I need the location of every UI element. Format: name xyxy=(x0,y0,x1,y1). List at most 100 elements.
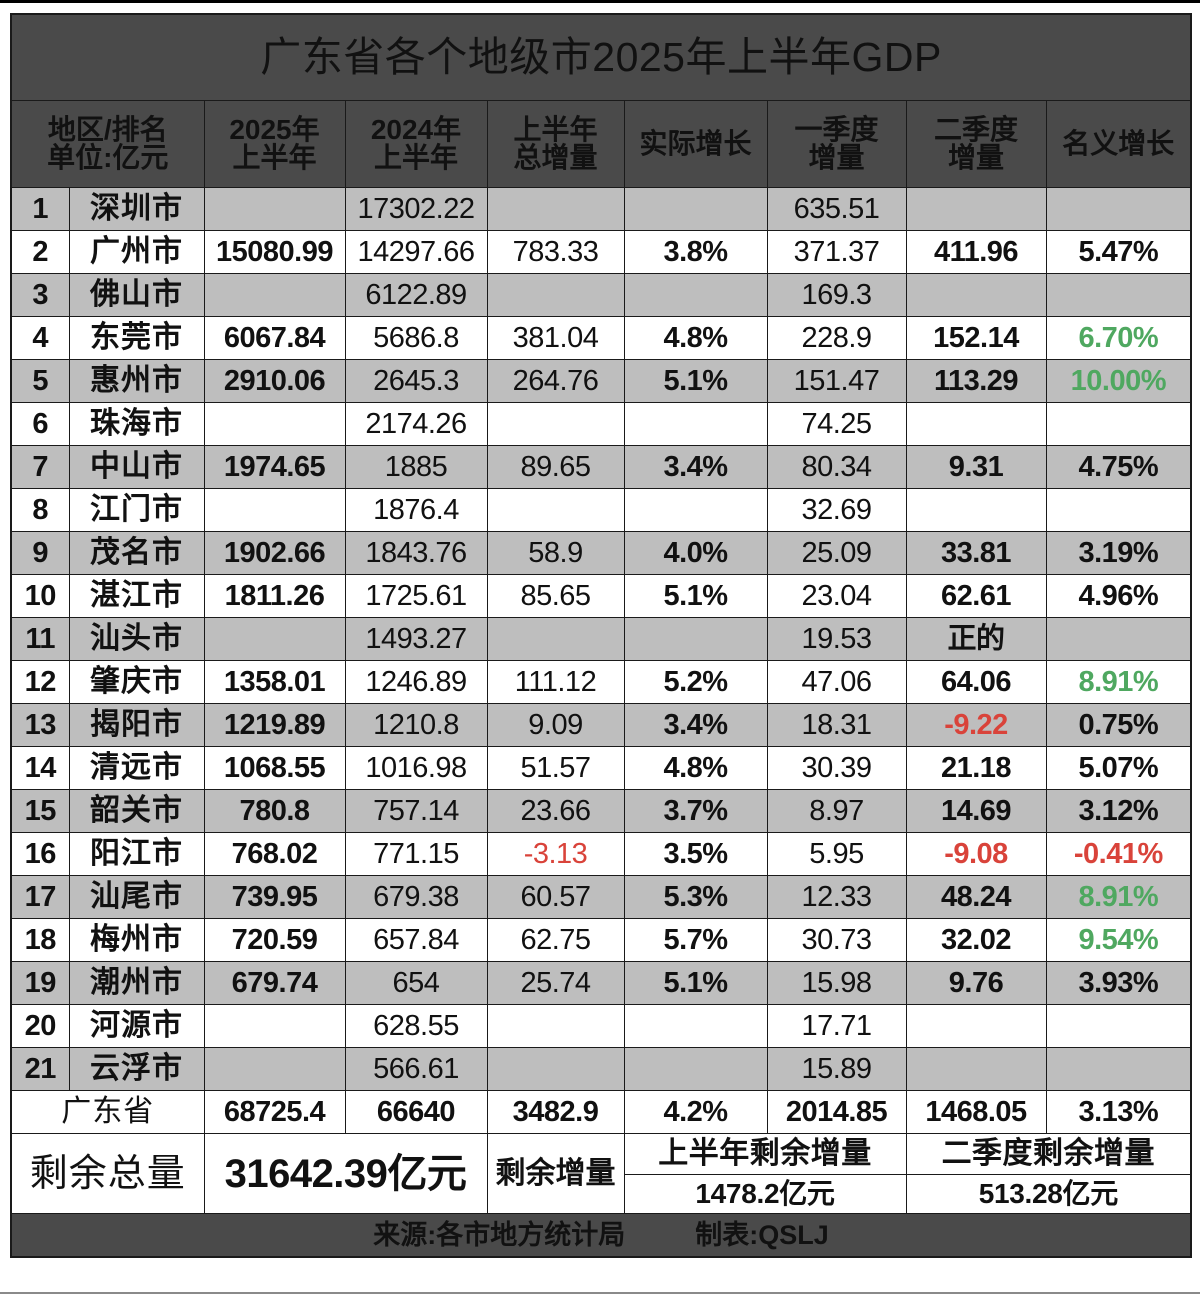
cell-q1-increase: 18.31 xyxy=(766,703,907,747)
cell-rank: 8 xyxy=(10,488,70,532)
cell-city: 阳江市 xyxy=(68,832,205,876)
author-credit: 制表:QSLJ xyxy=(695,1219,829,1250)
cell-q2-increase: 正的 xyxy=(905,617,1047,661)
cell-h1-2025 xyxy=(203,617,346,661)
column-header-q1-increase: 一季度 增量 xyxy=(766,100,907,188)
cell-h1-2025: 739.95 xyxy=(203,875,346,919)
cell-q2-increase xyxy=(905,402,1047,446)
cell-q1-increase: 19.53 xyxy=(766,617,907,661)
cell-q2-increase: 48.24 xyxy=(905,875,1047,919)
cell-q2-increase: 9.76 xyxy=(905,961,1047,1005)
cell-real-growth: 5.1% xyxy=(623,961,768,1005)
cell-nominal-growth: -0.41% xyxy=(1045,832,1192,876)
cell-rank: 1 xyxy=(10,187,70,231)
cell-h1-2025: 768.02 xyxy=(203,832,346,876)
table-row: 17 汕尾市 739.95 679.38 60.57 5.3% 12.33 48.24 8.91… xyxy=(10,875,1192,919)
cell-nominal-growth xyxy=(1045,273,1192,317)
table-row: 21 云浮市 566.61 15.89 xyxy=(10,1047,1192,1091)
cell-h1-increase: 58.9 xyxy=(486,531,625,575)
cell-q2-increase: 33.81 xyxy=(905,531,1047,575)
cell-h1-2025: 15080.99 xyxy=(203,230,346,274)
cell-h1-2025: 1902.66 xyxy=(203,531,346,575)
cell-q1-increase: 12.33 xyxy=(766,875,907,919)
cell-q2-increase: 113.29 xyxy=(905,359,1047,403)
cell-h1-increase xyxy=(486,402,625,446)
cell-city: 肇庆市 xyxy=(68,660,205,704)
cell-q2-increase xyxy=(905,273,1047,317)
cell-h1-2024: 1210.8 xyxy=(344,703,488,747)
cell-q2-increase xyxy=(905,1004,1047,1048)
cell-h1-2025 xyxy=(203,1047,346,1091)
cell-rank: 17 xyxy=(10,875,70,919)
q2-remaining-increase-value: 513.28亿元 xyxy=(905,1174,1192,1214)
q2-remaining-increase-label: 二季度剩余增量 xyxy=(905,1133,1192,1175)
cell-h1-2025: 1358.01 xyxy=(203,660,346,704)
cell-rank: 14 xyxy=(10,746,70,790)
cell-h1-increase: 111.12 xyxy=(486,660,625,704)
cell-q2-increase: 14.69 xyxy=(905,789,1047,833)
cell-nominal-growth: 9.54% xyxy=(1045,918,1192,962)
cell-h1-increase: 381.04 xyxy=(486,316,625,360)
table-row: 18 梅州市 720.59 657.84 62.75 5.7% 30.73 32.02 9.54… xyxy=(10,918,1192,962)
cell-real-growth xyxy=(623,617,768,661)
cell-q1-increase: 17.71 xyxy=(766,1004,907,1048)
cell-nominal-growth xyxy=(1045,488,1192,532)
header-line: 实际增长 xyxy=(639,128,752,159)
cell-real-growth: 5.1% xyxy=(623,574,768,618)
cell-nominal-growth: 3.93% xyxy=(1045,961,1192,1005)
cell-h1-2024: 1016.98 xyxy=(344,746,488,790)
cell-h1-2025 xyxy=(203,402,346,446)
cell-city: 汕尾市 xyxy=(68,875,205,919)
cell-h1-2024: 757.14 xyxy=(344,789,488,833)
cell-nominal-growth xyxy=(1045,1004,1192,1048)
bottom-divider xyxy=(0,1292,1200,1294)
cell-rank: 18 xyxy=(10,918,70,962)
cell-h1-2024: 628.55 xyxy=(344,1004,488,1048)
top-edge-bar xyxy=(0,0,1200,3)
cell-q1-increase: 47.06 xyxy=(766,660,907,704)
cell-h1-2025: 720.59 xyxy=(203,918,346,962)
cell-rank: 13 xyxy=(10,703,70,747)
cell-city: 东莞市 xyxy=(68,316,205,360)
cell-city: 中山市 xyxy=(68,445,205,489)
cell-q1-increase: 23.04 xyxy=(766,574,907,618)
cell-nominal-growth: 4.96% xyxy=(1045,574,1192,618)
summary-section: 广东省 68725.4 66640 3482.9 4.2% 2014.85 14… xyxy=(10,1090,1192,1258)
cell-nominal-growth: 5.07% xyxy=(1045,746,1192,790)
column-header-region: 地区/排名 单位:亿元 xyxy=(10,100,205,188)
header-line: 2025年 xyxy=(229,114,320,145)
h1-remaining-increase-label: 上半年剩余增量 xyxy=(623,1133,907,1175)
cell-h1-2024: 1493.27 xyxy=(344,617,488,661)
header-line: 二季度 xyxy=(933,114,1018,145)
table-row: 8 江门市 1876.4 32.69 xyxy=(10,488,1192,532)
cell-h1-2024: 17302.22 xyxy=(344,187,488,231)
cell-real-growth xyxy=(623,1004,768,1048)
cell-real-growth: 3.7% xyxy=(623,789,768,833)
header-line: 上半年 xyxy=(232,142,317,173)
title-row: 广东省各个地级市2025年上半年GDP xyxy=(10,13,1192,101)
cell-h1-2025 xyxy=(203,273,346,317)
table-row: 15 韶关市 780.8 757.14 23.66 3.7% 8.97 14.69 3.12% xyxy=(10,789,1192,833)
total-h1-2024: 66640 xyxy=(344,1090,488,1134)
cell-real-growth: 3.4% xyxy=(623,445,768,489)
cell-h1-increase xyxy=(486,273,625,317)
cell-nominal-growth: 6.70% xyxy=(1045,316,1192,360)
cell-nominal-growth: 8.91% xyxy=(1045,875,1192,919)
column-header-nominal-growth: 名义增长 xyxy=(1045,100,1192,188)
cell-h1-2024: 566.61 xyxy=(344,1047,488,1091)
cell-q1-increase: 30.73 xyxy=(766,918,907,962)
cell-real-growth: 3.4% xyxy=(623,703,768,747)
cell-rank: 2 xyxy=(10,230,70,274)
remaining-increase-label: 剩余增量 xyxy=(486,1133,625,1214)
table-row: 11 汕头市 1493.27 19.53 正的 xyxy=(10,617,1192,661)
cell-real-growth xyxy=(623,402,768,446)
remaining-total-value: 31642.39亿元 xyxy=(203,1133,488,1214)
cell-nominal-growth: 4.75% xyxy=(1045,445,1192,489)
cell-q2-increase xyxy=(905,488,1047,532)
table-row: 12 肇庆市 1358.01 1246.89 111.12 5.2% 47.06 64.06 8… xyxy=(10,660,1192,704)
footer-row: 来源:各市地方统计局 制表:QSLJ xyxy=(10,1213,1192,1258)
cell-city: 梅州市 xyxy=(68,918,205,962)
cell-q2-increase: 152.14 xyxy=(905,316,1047,360)
cell-real-growth xyxy=(623,1047,768,1091)
cell-real-growth: 3.5% xyxy=(623,832,768,876)
